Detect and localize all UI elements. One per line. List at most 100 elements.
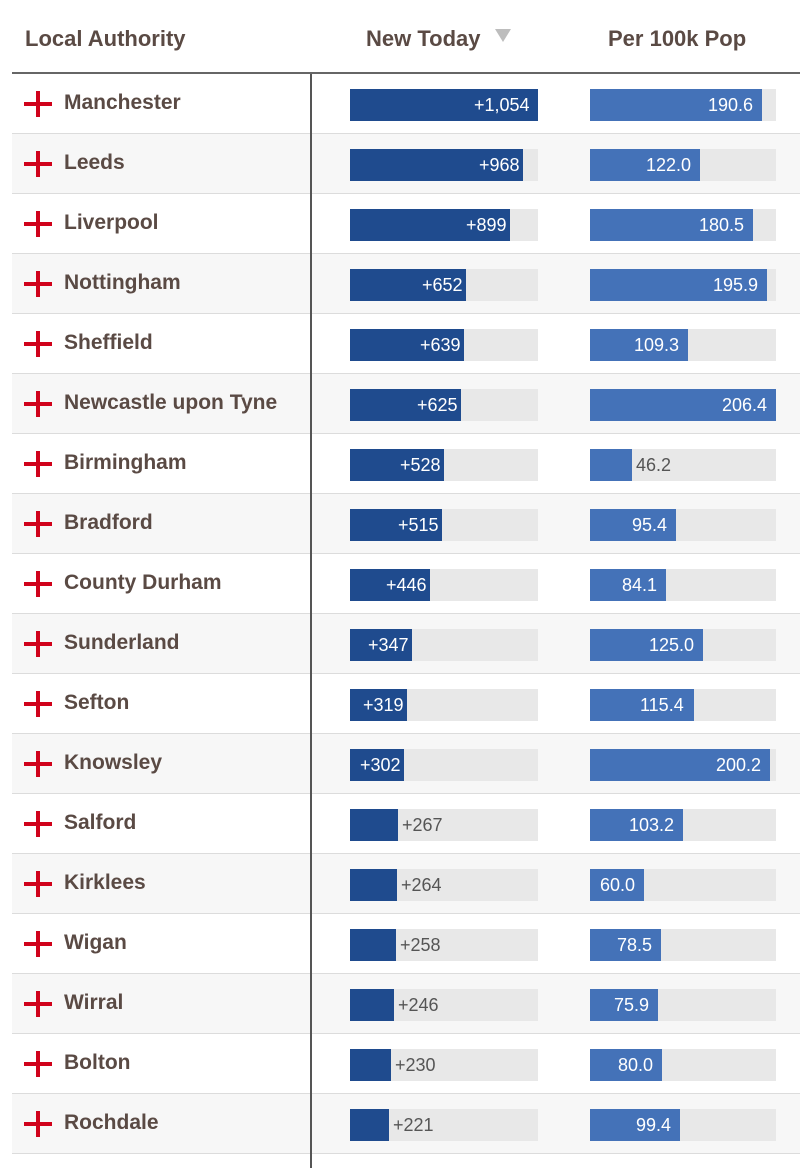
per-bar	[590, 749, 770, 781]
table-row[interactable]: Sunderland +347 125.0	[12, 614, 800, 674]
per-bar	[590, 929, 661, 961]
table-row[interactable]: Sheffield +639 109.3	[12, 314, 800, 374]
new-bar-track: +258	[350, 929, 538, 961]
table-row[interactable]: Salford +267 103.2	[12, 794, 800, 854]
england-flag-icon	[24, 91, 52, 117]
per-bar-track: 206.4	[590, 389, 776, 421]
new-bar-track: +528	[350, 449, 538, 481]
per-bar-track: 200.2	[590, 749, 776, 781]
new-bar	[350, 1049, 391, 1081]
new-bar-track: +446	[350, 569, 538, 601]
new-bar-track: +899	[350, 209, 538, 241]
authority-name: Wirral	[64, 991, 124, 1014]
table-row[interactable]: Bradford +515 95.4	[12, 494, 800, 554]
england-flag-icon	[24, 331, 52, 357]
england-flag-icon	[24, 511, 52, 537]
per-value-label: 46.2	[636, 455, 672, 475]
authority-name: Wigan	[64, 931, 127, 954]
per-bar-track: 60.0	[590, 869, 776, 901]
new-bar	[350, 209, 510, 241]
per-bar-track: 84.1	[590, 569, 776, 601]
table-row[interactable]: Nottingham +652 195.9	[12, 254, 800, 314]
table-row[interactable]: Kirklees +264 60.0	[12, 854, 800, 914]
header-new-today-label: New Today	[366, 26, 481, 51]
new-bar	[350, 89, 538, 121]
england-flag-icon	[24, 451, 52, 477]
england-flag-icon	[24, 151, 52, 177]
england-flag-icon	[24, 571, 52, 597]
per-value-label: 103.2	[629, 815, 675, 835]
new-bar-track: +625	[350, 389, 538, 421]
per-bar-track: 125.0	[590, 629, 776, 661]
england-flag-icon	[24, 391, 52, 417]
england-flag-icon	[24, 1111, 52, 1137]
new-value-label: +515	[398, 515, 439, 535]
new-value-label: +652	[422, 275, 463, 295]
per-value-label: 95.4	[632, 515, 668, 535]
table-row[interactable]: Sefton +319 115.4	[12, 674, 800, 734]
header-per-100k[interactable]: Per 100k Pop	[608, 26, 747, 51]
authority-name: Kirklees	[64, 871, 146, 894]
per-value-label: 84.1	[622, 575, 658, 595]
new-value-label: +230	[395, 1055, 436, 1075]
england-flag-icon	[24, 271, 52, 297]
per-bar-track: 103.2	[590, 809, 776, 841]
table-row[interactable]: Birmingham +528 46.2	[12, 434, 800, 494]
header-new-today[interactable]: New Today	[366, 26, 511, 52]
new-bar-track: +639	[350, 329, 538, 361]
per-bar	[590, 1109, 680, 1141]
per-bar-track: 95.4	[590, 509, 776, 541]
new-bar-track: +267	[350, 809, 538, 841]
authority-name: Salford	[64, 811, 137, 834]
table-row[interactable]: County Durham +446 84.1	[12, 554, 800, 614]
per-bar	[590, 449, 632, 481]
per-bar	[590, 209, 753, 241]
per-value-label: 195.9	[713, 275, 759, 295]
new-bar-track: +302	[350, 749, 538, 781]
new-bar	[350, 749, 404, 781]
table-row[interactable]: Bolton +230 80.0	[12, 1034, 800, 1094]
new-bar	[350, 809, 398, 841]
new-bar-track: +246	[350, 989, 538, 1021]
per-value-label: 190.6	[708, 95, 754, 115]
data-table: Local Authority New Today Per 100k Pop M…	[12, 0, 800, 1154]
new-value-label: +246	[398, 995, 439, 1015]
table-row[interactable]: Newcastle upon Tyne +625 206.4	[12, 374, 800, 434]
per-value-label: 60.0	[600, 875, 636, 895]
per-value-label: 115.4	[640, 695, 684, 715]
table-row[interactable]: Rochdale +221 99.4	[12, 1094, 800, 1154]
new-value-label: +258	[400, 935, 441, 955]
england-flag-icon	[24, 811, 52, 837]
header-local-authority[interactable]: Local Authority	[25, 26, 186, 51]
new-value-label: +899	[466, 215, 507, 235]
england-flag-icon	[24, 931, 52, 957]
new-value-label: +446	[386, 575, 427, 595]
england-flag-icon	[24, 691, 52, 717]
per-value-label: 99.4	[636, 1115, 672, 1135]
england-flag-icon	[24, 751, 52, 777]
new-bar	[350, 329, 464, 361]
per-value-label: 78.5	[617, 935, 653, 955]
per-bar	[590, 389, 776, 421]
new-value-label: +267	[402, 815, 443, 835]
per-bar	[590, 1049, 662, 1081]
table-row[interactable]: Wirral +246 75.9	[12, 974, 800, 1034]
per-bar	[590, 149, 700, 181]
new-bar-track: +230	[350, 1049, 538, 1081]
sort-descending-icon[interactable]	[494, 29, 511, 42]
new-value-label: +347	[368, 635, 409, 655]
table-row[interactable]: Manchester +1,054 190.6	[12, 74, 800, 134]
table-row[interactable]: Wigan +258 78.5	[12, 914, 800, 974]
per-value-label: 200.2	[716, 755, 762, 775]
new-value-label: +221	[393, 1115, 434, 1135]
table-row[interactable]: Liverpool +899 180.5	[12, 194, 800, 254]
authority-name: Manchester	[64, 91, 181, 114]
per-bar	[590, 89, 762, 121]
authority-name: Bradford	[64, 511, 153, 534]
table-row[interactable]: Knowsley +302 200.2	[12, 734, 800, 794]
new-bar-track: +319	[350, 689, 538, 721]
new-bar	[350, 389, 461, 421]
new-value-label: +1,054	[474, 95, 530, 115]
table-row[interactable]: Leeds +968 122.0	[12, 134, 800, 194]
authority-name: Liverpool	[64, 211, 159, 234]
